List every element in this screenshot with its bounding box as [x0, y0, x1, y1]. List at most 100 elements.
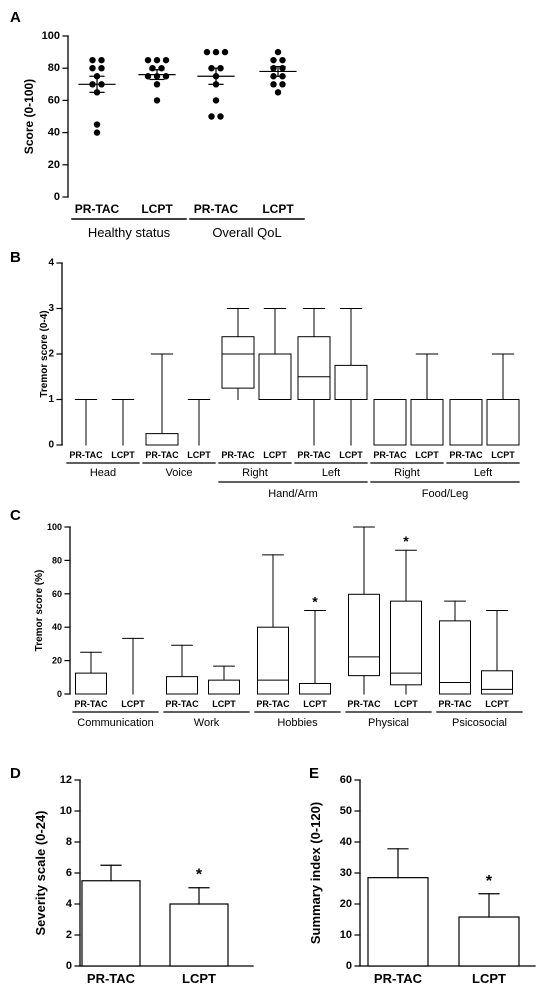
data-point [279, 56, 286, 64]
data-point [212, 48, 220, 56]
data-point [274, 48, 282, 56]
data-point [270, 65, 277, 72]
data-point [217, 113, 224, 120]
y-tick-label: 20 [340, 898, 352, 910]
x-condition-label: PR-TAC [194, 202, 239, 216]
y-tick-label: 2 [48, 349, 54, 360]
x-group-label: Left [474, 467, 492, 479]
bar [367, 877, 429, 967]
data-point [279, 65, 286, 72]
x-group-label: Left [322, 467, 340, 479]
box [334, 364, 368, 400]
data-point [203, 48, 211, 56]
box [297, 336, 331, 400]
box [439, 620, 471, 695]
panel-a-ylabel: Score (0-100) [22, 79, 36, 154]
box [257, 626, 289, 695]
x-group-label: Psicosocial [452, 717, 507, 729]
x-condition-label: LCPT [141, 202, 173, 216]
significance-marker: * [196, 867, 203, 884]
data-point [144, 73, 152, 80]
panel-d-ylabel: Severity scale (0-24) [33, 810, 48, 935]
x-condition-label: PR-TAC [347, 699, 381, 709]
y-tick-label: 20 [48, 159, 60, 171]
data-point [162, 73, 170, 80]
data-point [93, 129, 101, 136]
x-super-group-label: Hand/Arm [268, 488, 318, 500]
y-tick-label: 2 [66, 929, 72, 941]
x-condition-label: LCPT [212, 699, 236, 709]
y-tick-label: 10 [60, 805, 72, 817]
y-tick-label: 6 [66, 867, 72, 879]
data-point [153, 97, 161, 104]
y-tick-label: 1 [48, 394, 54, 405]
box [208, 679, 240, 695]
y-tick-label: 40 [340, 836, 352, 848]
panel-label-c: C [10, 507, 21, 524]
y-tick-label: 12 [60, 774, 72, 786]
box [410, 399, 444, 446]
panel-b-ylabel: Tremor score (0-4) [39, 310, 50, 397]
significance-marker: * [312, 594, 318, 610]
y-tick-label: 80 [52, 555, 62, 565]
data-point [153, 81, 161, 88]
y-tick-label: 40 [52, 622, 62, 632]
data-point [279, 81, 286, 88]
data-point [270, 81, 277, 88]
x-group-label: Right [242, 467, 268, 479]
data-point [149, 65, 156, 72]
x-condition-label: LCPT [485, 699, 509, 709]
y-tick-label: 20 [52, 656, 62, 666]
y-tick-label: 10 [340, 929, 352, 941]
x-condition-label: LCPT [121, 699, 145, 709]
x-condition-label: PR-TAC [145, 450, 179, 460]
bar [458, 916, 520, 967]
y-tick-label: 8 [66, 836, 72, 848]
y-tick-label: 0 [57, 689, 62, 699]
panel-label-e: E [309, 765, 319, 782]
x-group-label: Healthy status [88, 225, 171, 240]
x-super-group-label: Food/Leg [422, 488, 468, 500]
x-condition-label: PR-TAC [438, 699, 472, 709]
y-tick-label: 100 [47, 522, 62, 532]
box [258, 353, 292, 400]
y-tick-label: 60 [48, 94, 60, 106]
x-condition-label: LCPT [262, 202, 294, 216]
panel-label-a: A [10, 9, 21, 26]
data-point [208, 113, 215, 120]
x-condition-label: PR-TAC [165, 699, 199, 709]
y-tick-label: 60 [52, 589, 62, 599]
y-tick-label: 100 [42, 30, 60, 42]
data-point [162, 56, 170, 64]
x-group-label: Overall QoL [212, 225, 281, 240]
y-tick-label: 40 [48, 127, 60, 139]
y-tick-label: 4 [66, 898, 73, 910]
y-tick-label: 0 [48, 440, 54, 451]
y-tick-label: 80 [48, 62, 60, 74]
x-group-label: Physical [368, 717, 409, 729]
significance-marker: * [403, 533, 409, 549]
y-tick-label: 4 [48, 258, 54, 269]
box [390, 600, 422, 686]
box [75, 672, 107, 695]
bar [169, 903, 229, 967]
bar [81, 880, 141, 967]
x-condition-label: PR-TAC [449, 450, 483, 460]
x-condition-label: LCPT [187, 450, 211, 460]
x-group-label: Communication [77, 717, 153, 729]
data-point [93, 121, 101, 128]
y-tick-label: 0 [54, 191, 60, 203]
data-point [274, 89, 282, 96]
x-condition-label: LCPT [491, 450, 515, 460]
significance-marker: * [486, 873, 493, 890]
x-condition-label: PR-TAC [256, 699, 290, 709]
x-category-label: LCPT [182, 971, 216, 986]
x-group-label: Voice [166, 467, 193, 479]
x-condition-label: PR-TAC [297, 450, 331, 460]
x-condition-label: LCPT [111, 450, 135, 460]
box [166, 676, 198, 695]
box [221, 336, 255, 389]
data-point [158, 65, 165, 72]
x-category-label: LCPT [472, 971, 506, 986]
